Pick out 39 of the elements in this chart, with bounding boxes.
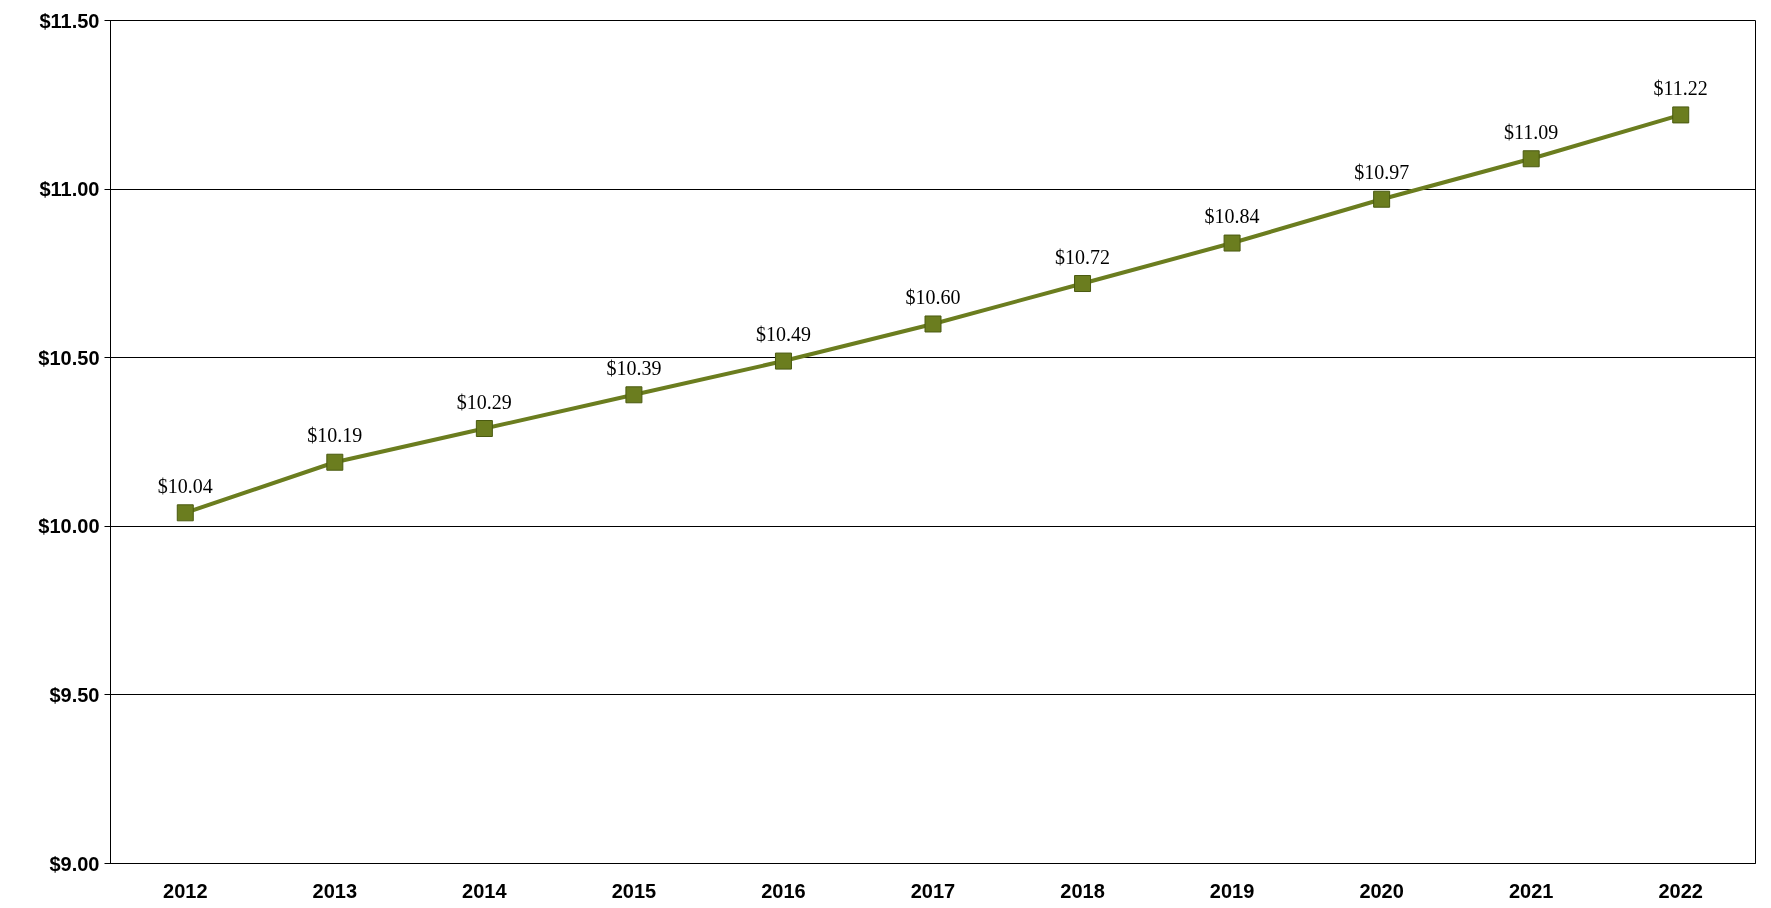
y-tick-label: $9.00 — [49, 852, 100, 875]
point — [1223, 234, 1241, 252]
data-label: $10.29 — [456, 390, 512, 413]
data-label: $10.72 — [1055, 245, 1111, 268]
x-tick-label: 2015 — [611, 879, 657, 902]
data-label: $10.60 — [905, 285, 961, 308]
point — [326, 453, 344, 471]
data-label: $10.39 — [606, 356, 662, 379]
point — [1672, 106, 1690, 124]
x-tick-label: 2022 — [1658, 879, 1703, 902]
x-tick-label: 2016 — [761, 879, 806, 902]
y-tick-label: $10.00 — [38, 515, 100, 538]
x-tick-label: 2020 — [1359, 879, 1404, 902]
data-label: $10.84 — [1204, 205, 1260, 228]
y-tick-label: $11.00 — [39, 178, 100, 201]
y-tick-label: $11.50 — [39, 9, 100, 32]
x-tick-label: 2012 — [163, 879, 208, 902]
point — [475, 420, 493, 438]
x-tick-label: 2017 — [910, 879, 956, 902]
point — [924, 315, 942, 333]
y-tick-label: $9.50 — [49, 683, 100, 706]
data-label: $10.49 — [755, 323, 811, 346]
point — [176, 504, 194, 522]
y-tick-label: $10.50 — [38, 346, 100, 369]
point — [1522, 150, 1540, 168]
point — [625, 386, 643, 404]
x-tick-label: 2018 — [1060, 879, 1105, 902]
x-tick-label: 2019 — [1209, 879, 1255, 902]
x-tick-label: 2014 — [462, 879, 508, 902]
x-tick-label: 2021 — [1508, 879, 1554, 902]
x-tick-label: 2013 — [312, 879, 358, 902]
data-label: $11.22 — [1653, 76, 1708, 99]
data-label: $11.09 — [1504, 120, 1559, 143]
point — [1074, 275, 1092, 293]
data-label: $10.19 — [307, 424, 363, 447]
point — [774, 352, 792, 370]
data-label: $10.97 — [1354, 161, 1410, 184]
data-label: $10.04 — [157, 474, 213, 497]
point — [1373, 190, 1391, 208]
